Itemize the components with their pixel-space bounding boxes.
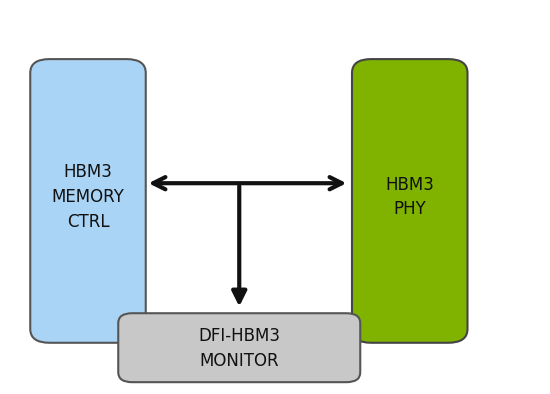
FancyBboxPatch shape — [118, 313, 360, 382]
FancyBboxPatch shape — [352, 59, 468, 343]
FancyBboxPatch shape — [30, 59, 146, 343]
Text: DFI-HBM3
MONITOR: DFI-HBM3 MONITOR — [198, 327, 280, 370]
Text: HBM3
PHY: HBM3 PHY — [386, 175, 434, 219]
Text: HBM3
MEMORY
CTRL: HBM3 MEMORY CTRL — [52, 163, 124, 231]
